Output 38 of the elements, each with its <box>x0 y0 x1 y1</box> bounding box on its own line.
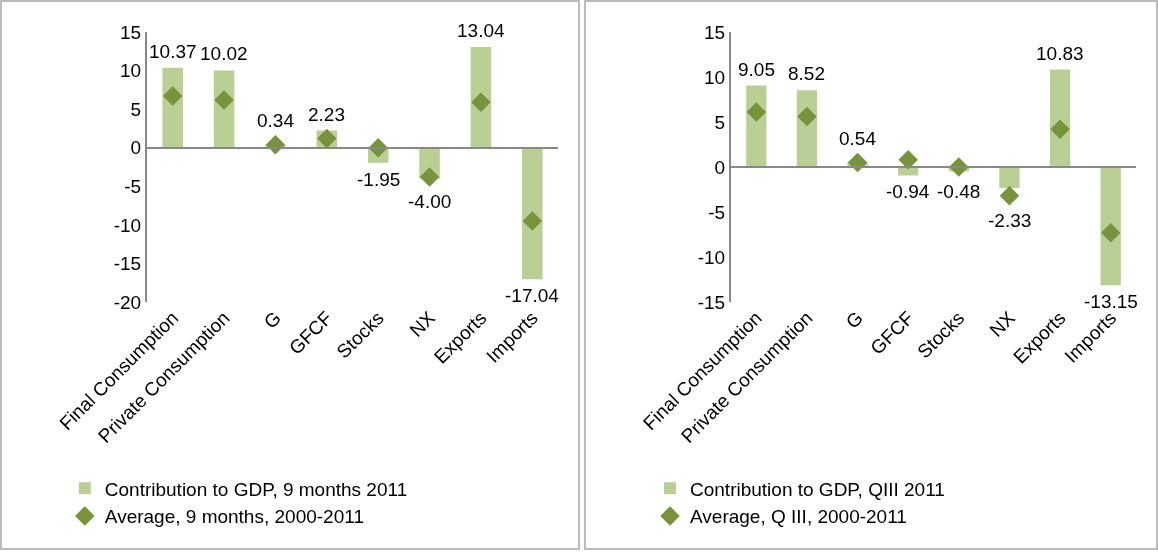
y-tick-label: -20 <box>113 291 142 313</box>
data-label: 0.34 <box>257 110 295 131</box>
y-tick-label: -15 <box>113 253 142 275</box>
y-tick-label: 0 <box>714 156 726 178</box>
y-tick-label: 15 <box>704 21 726 43</box>
data-label: 0.54 <box>839 128 877 149</box>
x-tick-label: NX <box>405 306 440 341</box>
legend-label: Contribution to GDP, 9 months 2011 <box>104 478 408 500</box>
data-label: 2.23 <box>308 104 345 125</box>
y-tick-label: 15 <box>120 21 142 43</box>
data-label: 9.05 <box>738 59 775 80</box>
data-label: -2.33 <box>988 210 1032 231</box>
data-label: 10.37 <box>149 41 197 62</box>
y-tick-label: 0 <box>130 137 142 159</box>
data-label: 8.52 <box>788 63 825 84</box>
legend-label: Contribution to GDP, QIII 2011 <box>690 478 945 500</box>
y-tick-label: 5 <box>714 111 726 133</box>
legend-label: Average, Q III, 2000-2011 <box>690 506 907 528</box>
data-label: -0.48 <box>937 181 981 202</box>
data-label: -1.95 <box>357 169 401 190</box>
y-tick-label: -10 <box>697 246 726 268</box>
x-tick-label: G <box>259 307 285 333</box>
data-label: 10.02 <box>200 43 248 64</box>
data-label: 13.04 <box>457 20 505 41</box>
y-tick-label: -15 <box>697 291 726 313</box>
x-tick-label: G <box>841 307 868 333</box>
y-tick-label: -10 <box>113 214 142 236</box>
y-tick-label: 10 <box>120 60 142 82</box>
data-label: -4.00 <box>408 191 452 212</box>
y-tick-label: -5 <box>124 175 142 197</box>
y-tick-label: 10 <box>704 66 726 88</box>
data-label: -0.94 <box>886 181 930 202</box>
data-label: 10.83 <box>1036 43 1084 64</box>
legend-label: Average, 9 months, 2000-2011 <box>104 506 364 528</box>
y-tick-label: -5 <box>708 201 726 223</box>
data-label: -13.15 <box>1084 291 1138 312</box>
data-label: -17.04 <box>505 285 560 306</box>
y-tick-label: 5 <box>130 98 142 120</box>
